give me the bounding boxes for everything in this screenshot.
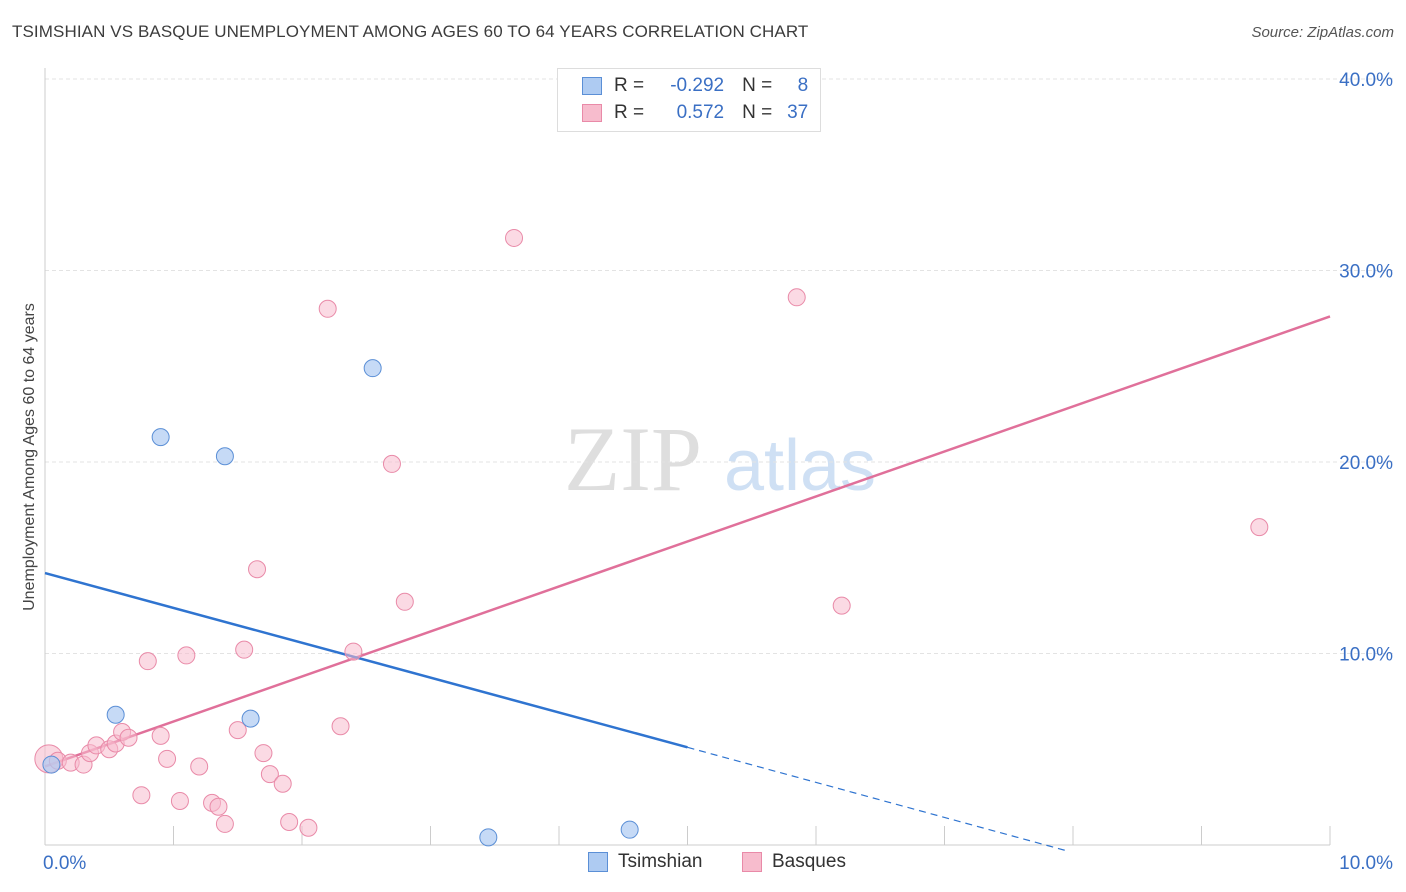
y-axis-label: Unemployment Among Ages 60 to 64 years: [21, 303, 38, 611]
tsimshian-point: [241, 709, 260, 728]
r-label: R =: [614, 102, 645, 123]
legend-item-basques[interactable]: Basques: [742, 851, 846, 873]
tsimshian-point: [215, 447, 234, 466]
basques-point: [344, 642, 363, 661]
watermark: ZIP atlas: [564, 408, 876, 510]
basques-point: [331, 717, 350, 736]
r-label: R =: [614, 75, 645, 96]
n-value: 8: [797, 75, 809, 96]
legend-item-tsimshian[interactable]: Tsimshian: [588, 851, 702, 873]
r-value: -0.292: [670, 75, 725, 96]
basques-point: [190, 757, 209, 776]
basques-point: [248, 560, 267, 579]
basques-point: [170, 791, 189, 810]
basques-point: [177, 646, 196, 665]
n-label: N =: [742, 102, 773, 123]
basques-point: [318, 299, 337, 318]
y-tick-label: 20.0%: [1339, 453, 1393, 474]
source-label: Source: ZipAtlas.com: [1251, 24, 1394, 41]
basques-trend-line: [44, 315, 1331, 768]
tsimshian-point: [151, 428, 170, 447]
legend-row-basques: R = 0.572 N = 37: [582, 101, 808, 125]
stats-legend: R = -0.292 N = 8 R = 0.572 N = 37: [557, 68, 821, 132]
basques-legend-swatch: [742, 852, 762, 872]
axes: [44, 68, 1331, 846]
basques-point: [119, 728, 138, 747]
tsimshian-swatch: [582, 77, 602, 95]
basques-point: [299, 818, 318, 837]
legend-label-basques: Basques: [772, 851, 846, 872]
basques-point: [228, 721, 247, 740]
basques-point: [138, 652, 157, 671]
basques-point: [235, 640, 254, 659]
n-label: N =: [742, 75, 773, 96]
basques-point: [273, 774, 292, 793]
tsimshian-point: [42, 755, 61, 774]
basques-point: [158, 749, 177, 768]
tsimshian-trend-extension: [687, 746, 1067, 852]
trend-lines: [44, 315, 1331, 852]
basques-point: [254, 744, 273, 763]
basques-point: [260, 765, 279, 784]
legend-row-tsimshian: R = -0.292 N = 8: [582, 74, 808, 98]
basques-point: [215, 814, 234, 833]
tsimshian-point: [106, 705, 125, 724]
y-tick-label: 10.0%: [1339, 645, 1393, 666]
tsimshian-point: [620, 820, 639, 839]
tsimshian-point: [363, 359, 382, 378]
tick-labels: 10.0% 20.0% 30.0% 40.0% 0.0% 10.0%: [43, 70, 1393, 874]
basques-point: [280, 813, 299, 832]
x-tick-label: 0.0%: [43, 853, 86, 874]
tsimshian-legend-swatch: [588, 852, 608, 872]
basques-point: [505, 228, 524, 247]
basques-point: [382, 454, 401, 473]
basques-point: [132, 786, 151, 805]
basques-point: [832, 596, 851, 615]
tsimshian-point: [479, 828, 498, 847]
data-points: [34, 228, 1269, 847]
legend-label-tsimshian: Tsimshian: [618, 851, 703, 872]
basques-point: [209, 797, 228, 816]
r-value: 0.572: [676, 102, 725, 123]
watermark-zip: ZIP: [564, 408, 702, 510]
y-tick-label: 40.0%: [1339, 70, 1393, 91]
basques-point: [1250, 518, 1269, 537]
n-value: 37: [787, 102, 809, 123]
x-tick-label: 10.0%: [1339, 853, 1393, 874]
watermark-atlas: atlas: [724, 426, 876, 506]
chart-title: TSIMSHIAN VS BASQUE UNEMPLOYMENT AMONG A…: [12, 22, 809, 41]
tsimshian-trend-line: [44, 571, 688, 749]
basques-point: [787, 288, 806, 307]
basques-point: [151, 726, 170, 745]
basques-swatch: [582, 104, 602, 122]
y-tick-label: 30.0%: [1339, 262, 1393, 283]
gridlines: [45, 78, 1395, 654]
basques-point: [395, 592, 414, 611]
